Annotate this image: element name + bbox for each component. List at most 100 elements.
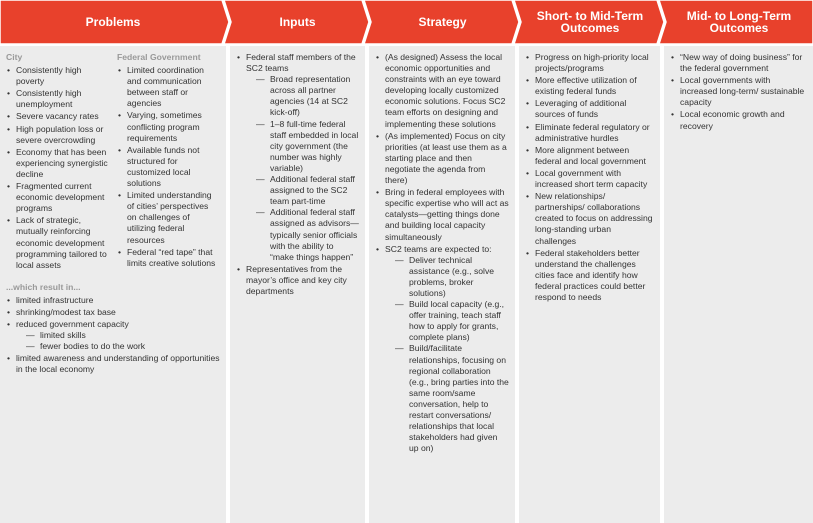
bullet-item: Economy that has been experiencing syner… [6,147,109,180]
sub-item: limited skills [16,330,220,341]
bullet-item: Representatives from the mayor’s office … [236,264,359,297]
header-arrow [362,0,520,45]
item-text: Local government with increased short te… [535,167,648,190]
bullet-item: More alignment between federal and local… [525,145,654,167]
column-title: Problems [85,15,141,29]
bullet-item: shrinking/modest tax base [6,307,220,318]
column-title: Short- to Mid-Term Outcomes [536,9,644,35]
bullet-item: (As implemented) Focus on city prioritie… [375,131,509,186]
section-heading: ...which result in... [6,281,81,292]
bullet-list: (As designed) Assess the local economic … [375,52,509,454]
item-text: Varying, sometimes conflicting program r… [127,110,202,143]
bullet-item: “New way of doing business” for the fede… [670,52,807,74]
sub-item: Deliver technical assistance (e.g., solv… [385,255,509,299]
bullet-item: Consistently high poverty [6,65,109,87]
item-text: Local economic growth and recovery [680,109,785,131]
bullet-list: Progress on high-priority local projects… [525,52,654,303]
section: Federal Government Limited coordination a… [117,52,220,272]
item-text: “New way of doing business” for the fede… [680,52,803,74]
bullet-item: Eliminate federal regulatory or administ… [525,122,654,144]
item-text: (As implemented) Focus on city prioritie… [385,130,507,186]
bullet-item: Federal stakeholders better understand t… [525,248,654,303]
sub-list: Broad representation across all partner … [246,74,359,263]
header-arrow [657,0,813,45]
sub-item: Build/facilitate relationships, focusing… [385,343,509,454]
item-text: Limited coordination and communication b… [127,65,204,109]
column-title: Mid- to Long-Term Outcomes [686,9,792,35]
item-text: limited awareness and understanding of o… [16,353,220,375]
item-text: Consistently high poverty [16,65,82,87]
bullet-item: Severe vacancy rates [6,111,109,122]
item-text: Lack of strategic, mutually reinforcing … [16,215,107,270]
item-text: More alignment between federal and local… [535,144,646,166]
section: Progress on high-priority local projects… [525,52,654,303]
item-text: More effective utilization of existing f… [535,75,637,97]
column-body: Progress on high-priority local projects… [519,46,660,523]
bullet-list: Consistently high povertyConsistently hi… [6,65,109,271]
sub-item: Additional federal staff assigned to the… [246,174,359,207]
column-body: Federal staff members of the SC2 teamsBr… [230,46,365,523]
section: City Consistently high povertyConsistentl… [6,52,109,272]
item-text: Progress on high-priority local projects… [535,52,649,74]
item-text: Consistently high unemployment [16,88,82,110]
bullet-item: Local governments with increased long-te… [670,75,807,108]
bullet-item: Local economic growth and recovery [670,109,807,131]
item-text: Available funds not structured for custo… [127,144,200,189]
bullet-item: High population loss or severe overcrowd… [6,124,109,146]
section: “New way of doing business” for the fede… [670,52,807,132]
sub-item: Build local capacity (e.g., offer traini… [385,299,509,343]
section: (As designed) Assess the local economic … [375,52,509,454]
bullet-item: Leveraging of additional sources of fund… [525,98,654,120]
bullet-item: Varying, sometimes conflicting program r… [117,110,220,143]
bullet-list: Federal staff members of the SC2 teamsBr… [236,52,359,297]
item-text: Eliminate federal regulatory or administ… [535,121,650,143]
item-text: Economy that has been experiencing syner… [16,146,108,179]
bullet-item: reduced government capacitylimited skill… [6,319,220,352]
bullet-item: Federal staff members of the SC2 teamsBr… [236,52,359,263]
sub-list: Deliver technical assistance (e.g., solv… [385,255,509,455]
header-arrow [222,0,370,45]
item-text: limited infrastructure [16,294,94,305]
column-body: City Consistently high povertyConsistentl… [0,46,226,523]
bullet-item: Consistently high unemployment [6,88,109,110]
item-text: High population loss or severe overcrowd… [16,123,104,145]
sub-list: limited skillsfewer bodies to do the wor… [16,330,220,352]
item-text: Bring in federal employees with specific… [385,187,509,242]
column-body: “New way of doing business” for the fede… [664,46,813,523]
section: ...which result in... limited infrastruct… [6,282,220,376]
item-text: Limited understanding of cities’ perspec… [127,190,212,245]
item-text: Federal “red tape” that limits creative … [127,246,216,268]
header-arrow [0,0,230,45]
item-text: Representatives from the mayor’s office … [246,263,347,296]
header-arrow [512,0,665,45]
item-text: Federal stakeholders better understand t… [535,247,646,302]
item-text: New relationships/ partnerships/ collabo… [535,191,653,246]
sub-item: Broad representation across all partner … [246,74,359,118]
header-band [0,0,813,45]
item-text: SC2 teams are expected to: [385,243,492,254]
item-text: Federal staff members of the SC2 teams [246,52,356,74]
bullet-item: Limited understanding of cities’ perspec… [117,190,220,245]
sub-item: Additional federal staff assigned as adv… [246,207,359,262]
column-title: Inputs [279,15,316,29]
bullet-item: Lack of strategic, mutually reinforcing … [6,215,109,270]
bullet-list: Limited coordination and communication b… [117,65,220,269]
item-text: Fragmented current economic development … [16,181,105,214]
bullet-item: Bring in federal employees with specific… [375,187,509,242]
bullet-item: Federal “red tape” that limits creative … [117,247,220,269]
section-row: City Consistently high povertyConsistentl… [6,52,220,272]
section: Federal staff members of the SC2 teamsBr… [236,52,359,297]
bullet-item: Available funds not structured for custo… [117,145,220,189]
item-text: Leveraging of additional sources of fund… [535,98,627,120]
bullet-item: Local government with increased short te… [525,168,654,190]
sub-item: 1–8 full-time federal staff embedded in … [246,119,359,174]
bullet-list: “New way of doing business” for the fede… [670,52,807,132]
bullet-item: Fragmented current economic development … [6,181,109,214]
bullet-item: More effective utilization of existing f… [525,75,654,97]
section-heading: City [6,52,23,62]
bullet-list: limited infrastructure shrinking/modest t… [6,295,220,376]
item-text: Severe vacancy rates [16,111,99,122]
bullet-item: Limited coordination and communication b… [117,65,220,109]
sub-item: fewer bodies to do the work [16,341,220,352]
